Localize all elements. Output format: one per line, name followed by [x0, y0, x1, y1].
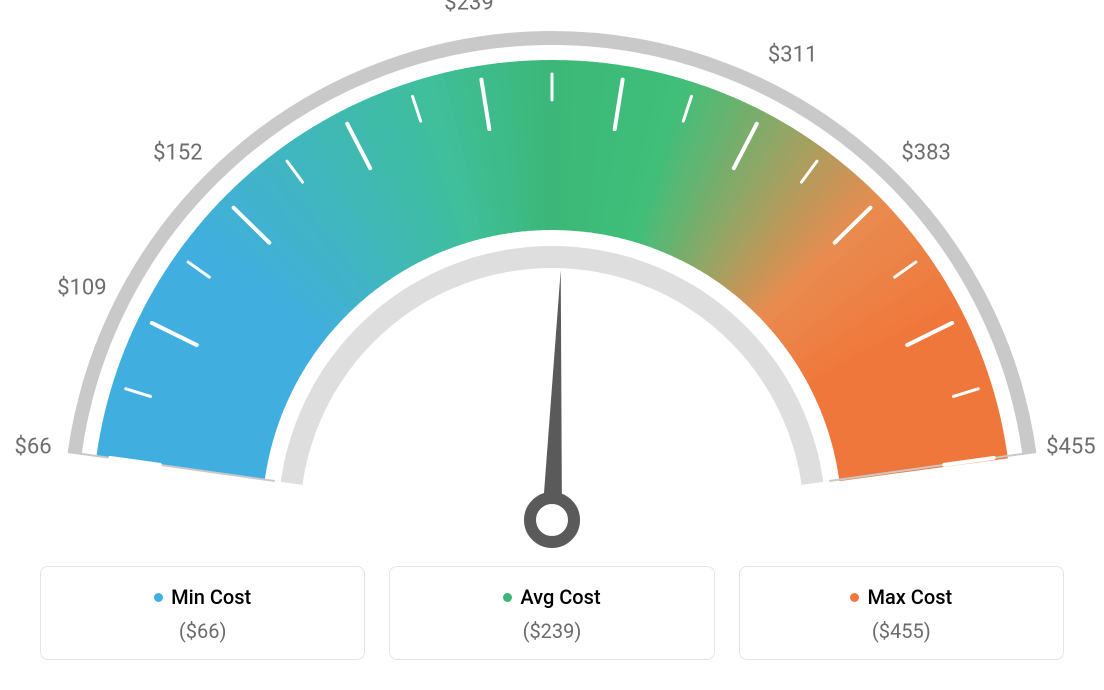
gauge-tick-label: $383 — [901, 141, 950, 166]
legend-value-max: ($455) — [750, 619, 1053, 643]
gauge-tick-label: $66 — [15, 435, 52, 460]
legend-dot-min — [154, 593, 163, 602]
gauge-tick-label: $109 — [57, 276, 106, 301]
legend-dot-max — [850, 593, 859, 602]
gauge-area: $66 $109 $152 $239 $311 $383 $455 — [0, 0, 1104, 560]
gauge-tick-label: $152 — [153, 141, 202, 166]
legend-label-max: Max Cost — [867, 585, 952, 609]
legend-dot-avg — [503, 593, 512, 602]
legend-card-min: Min Cost ($66) — [40, 566, 365, 660]
legend-value-min: ($66) — [51, 619, 354, 643]
legend-title-avg: Avg Cost — [503, 585, 600, 609]
legend-title-max: Max Cost — [850, 585, 952, 609]
gauge-svg — [0, 0, 1104, 560]
gauge-tick-label: $239 — [444, 0, 493, 15]
legend-card-avg: Avg Cost ($239) — [389, 566, 714, 660]
legend-label-min: Min Cost — [171, 585, 251, 609]
legend-value-avg: ($239) — [400, 619, 703, 643]
legend-title-min: Min Cost — [154, 585, 251, 609]
cost-gauge-widget: $66 $109 $152 $239 $311 $383 $455 Min Cost ($6… — [0, 0, 1104, 690]
legend-card-max: Max Cost ($455) — [739, 566, 1064, 660]
gauge-tick-label: $311 — [768, 42, 817, 67]
gauge-tick-label: $455 — [1046, 435, 1095, 460]
legend-label-avg: Avg Cost — [520, 585, 600, 609]
legend-row: Min Cost ($66) Avg Cost ($239) Max Cost … — [40, 566, 1064, 660]
